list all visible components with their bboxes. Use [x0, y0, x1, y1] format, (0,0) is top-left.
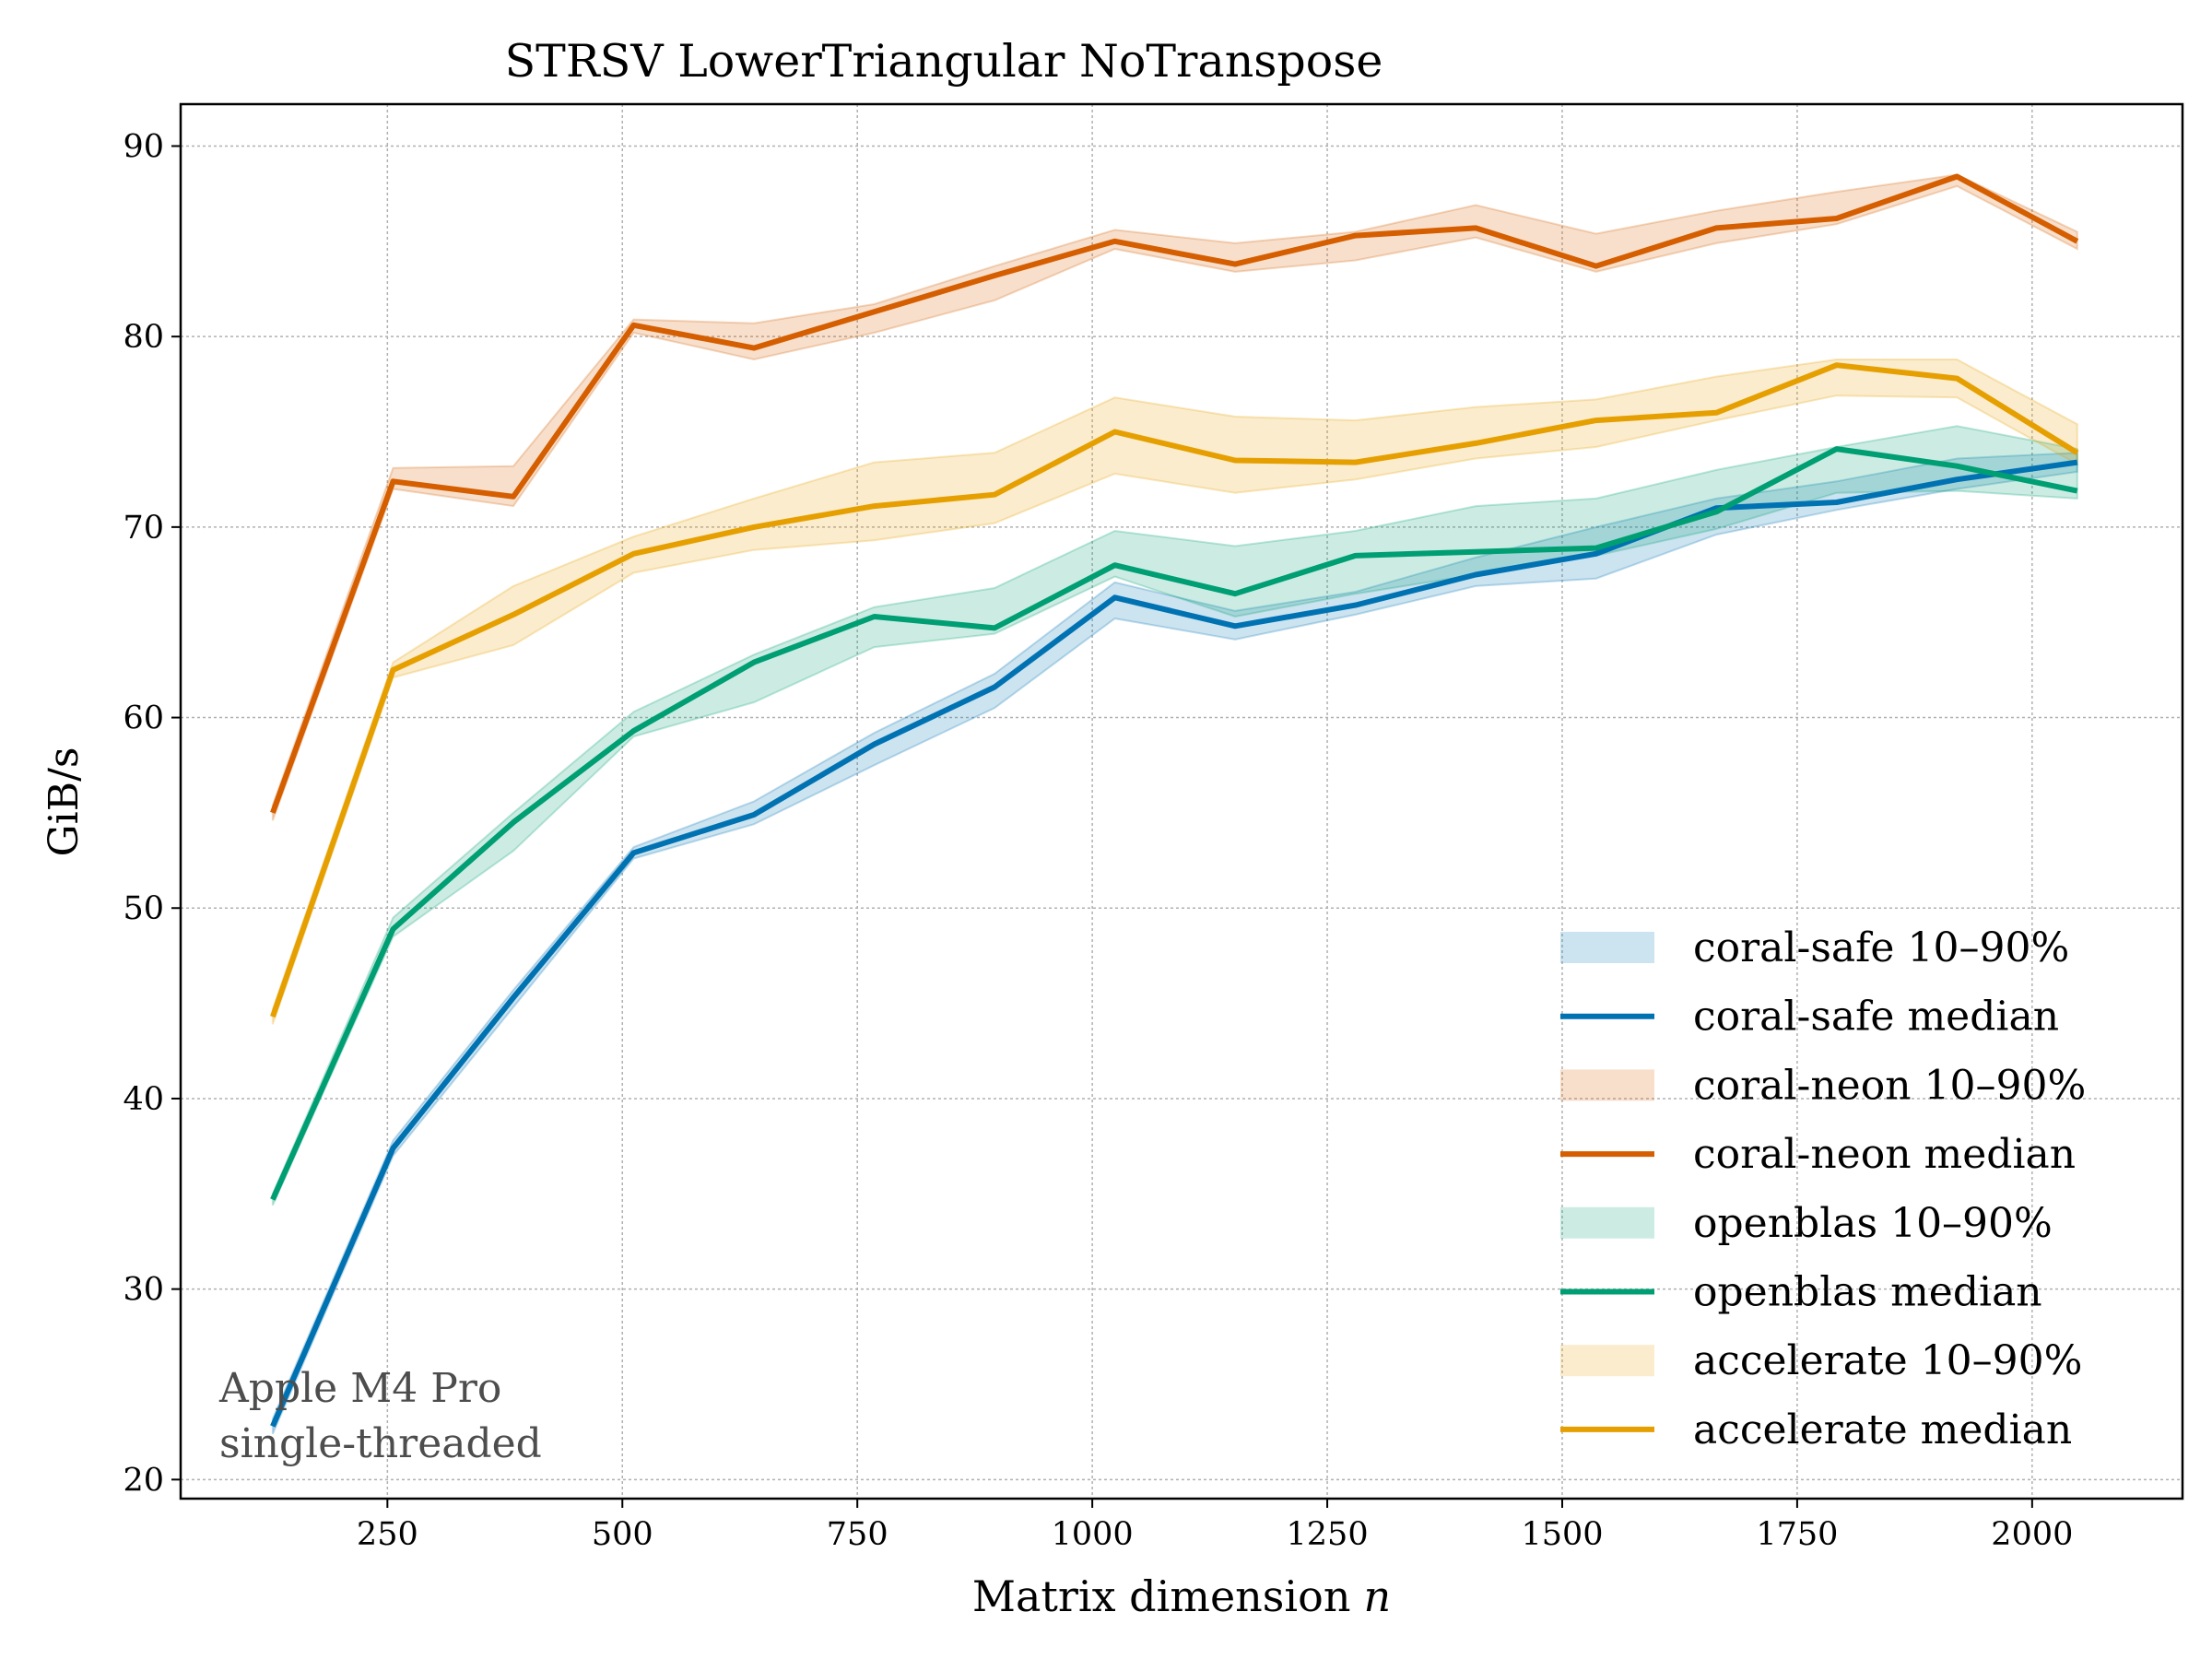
- legend-swatch-band: [1560, 1206, 1654, 1239]
- y-tick-label: 80: [123, 319, 164, 356]
- legend-label: coral-safe median: [1693, 994, 2059, 1041]
- x-axis-label: Matrix dimension n: [972, 1571, 1391, 1621]
- coral-neon-median-line: [270, 173, 2079, 814]
- y-tick-label: 30: [123, 1272, 164, 1309]
- legend-swatch-band: [1560, 1069, 1654, 1101]
- x-tick-label: 250: [357, 1516, 418, 1553]
- legend-label: openblas median: [1693, 1269, 2042, 1316]
- openblas-median-line: [270, 446, 2078, 1201]
- x-tick-label: 1250: [1287, 1516, 1369, 1553]
- legend-label: coral-neon 10–90%: [1693, 1062, 2086, 1109]
- coral-safe-band: [271, 452, 2078, 1435]
- median-lines: [270, 173, 2079, 1428]
- y-tick-label: 90: [123, 128, 164, 165]
- y-axis-ticks: 20 30 40 50 60 70 80 90: [123, 128, 181, 1499]
- x-axis-ticks: 250 500 750 1000 1250 1500 1750 2000: [357, 1499, 2073, 1553]
- legend-label: coral-safe 10–90%: [1693, 924, 2069, 971]
- y-tick-label: 60: [123, 700, 164, 737]
- legend-label: accelerate 10–90%: [1693, 1337, 2082, 1384]
- x-tick-label: 500: [592, 1516, 653, 1553]
- y-tick-label: 20: [123, 1462, 164, 1499]
- coral-neon-band: [271, 173, 2078, 821]
- y-tick-label: 70: [123, 510, 164, 547]
- plot-frame: [179, 102, 2184, 1500]
- x-tick-label: 750: [827, 1516, 888, 1553]
- legend: coral-safe 10–90% coral-safe median coral-…: [1560, 924, 2086, 1453]
- chart-title: STRSV LowerTriangular NoTranspose: [505, 35, 1383, 88]
- y-tick-label: 50: [123, 890, 164, 927]
- x-tick-label: 1000: [1052, 1516, 1134, 1553]
- x-axis-label-variable: n: [1363, 1571, 1391, 1621]
- coral-safe-median-line: [270, 459, 2078, 1428]
- legend-label: openblas 10–90%: [1693, 1200, 2053, 1247]
- y-axis-label: GiB/s: [41, 747, 88, 857]
- x-axis-label-text: Matrix dimension: [972, 1571, 1351, 1621]
- accelerate-median-line: [270, 362, 2079, 1018]
- grid-lines: [181, 104, 2183, 1499]
- annotation-hardware: Apple M4 Pro: [218, 1365, 501, 1412]
- legend-label: accelerate median: [1693, 1406, 2072, 1453]
- legend-swatch-band: [1560, 932, 1654, 963]
- y-tick-label: 40: [123, 1081, 164, 1118]
- x-tick-label: 1500: [1521, 1516, 1603, 1553]
- legend-swatch-band: [1560, 1345, 1654, 1377]
- annotation-threading: single-threaded: [219, 1420, 542, 1467]
- x-tick-label: 1750: [1756, 1516, 1838, 1553]
- x-tick-label: 2000: [1991, 1516, 2073, 1553]
- legend-label: coral-neon median: [1693, 1131, 2076, 1178]
